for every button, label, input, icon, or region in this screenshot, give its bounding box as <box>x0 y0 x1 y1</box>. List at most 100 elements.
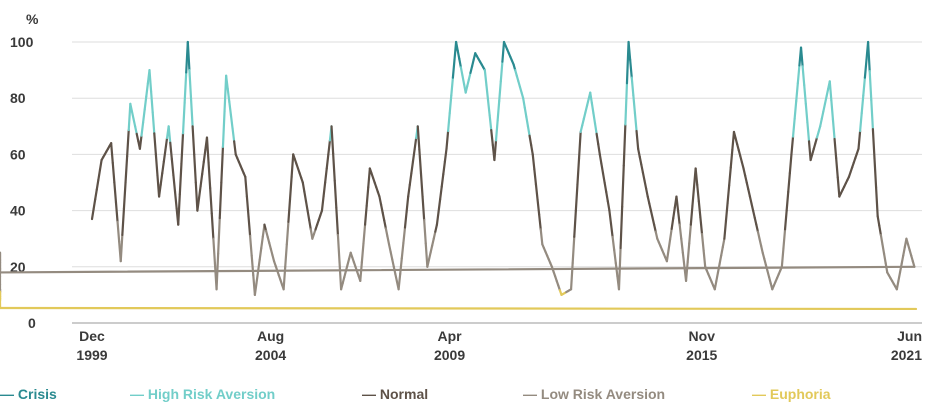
series-segment <box>601 172 606 184</box>
series-segment <box>258 246 263 261</box>
legend-item-low-risk-aversion: — Low Risk Aversion <box>523 386 665 402</box>
series-segment <box>164 136 169 151</box>
series-segment <box>170 157 175 177</box>
series-segment <box>859 112 863 133</box>
series-segment <box>434 223 439 233</box>
series-segment <box>157 183 162 198</box>
series-segment <box>598 153 603 165</box>
series-segment <box>590 101 595 115</box>
series-segment <box>785 190 790 212</box>
series-segment <box>833 137 838 160</box>
series-segment <box>624 82 629 126</box>
series-segment <box>874 186 879 218</box>
series-segment <box>443 147 448 163</box>
series-segment <box>653 223 657 233</box>
series-segment <box>621 164 625 208</box>
series-segment <box>608 209 613 225</box>
y-tick-label: 20 <box>10 259 26 275</box>
series-segment <box>419 172 424 198</box>
series-segment <box>678 223 683 240</box>
series-segment <box>498 80 502 103</box>
series-segment <box>760 244 764 254</box>
series-segment <box>863 58 868 79</box>
series-segment <box>260 235 264 250</box>
series-segment <box>308 218 312 231</box>
series-segment <box>90 208 95 221</box>
series-segment <box>111 161 116 184</box>
series-segment <box>256 258 261 273</box>
series-segment <box>207 161 212 190</box>
series-segment <box>582 111 587 120</box>
series-segment <box>121 207 126 237</box>
series-segment <box>670 216 675 230</box>
series-segment <box>637 147 641 158</box>
series-segment <box>715 271 720 282</box>
series-segment <box>113 181 118 204</box>
y-tick-label: 100 <box>10 34 34 50</box>
series-segment <box>729 148 734 169</box>
y-tick-label: 0 <box>28 315 36 331</box>
series-segment <box>429 244 434 254</box>
legend-item-normal: — Normal <box>362 386 428 402</box>
series-segment <box>394 273 399 283</box>
series-segment <box>828 80 833 102</box>
legend-label: Crisis <box>17 386 57 402</box>
series-segment <box>196 197 201 212</box>
series-segment <box>439 185 443 201</box>
series-segment <box>627 40 632 61</box>
series-segment <box>383 219 387 230</box>
legend-label: Low Risk Aversion <box>540 386 666 402</box>
series-segment <box>167 125 172 144</box>
series-segment <box>584 104 589 114</box>
series-segment <box>597 142 601 156</box>
series-segment <box>399 257 403 275</box>
series-segment <box>403 210 408 229</box>
series-segment <box>142 108 146 124</box>
series-segment <box>456 49 461 60</box>
series-segment <box>860 94 865 115</box>
series-segment <box>402 226 407 245</box>
series-segment <box>699 216 704 236</box>
series-segment <box>359 261 363 282</box>
series-segment <box>488 113 493 132</box>
x-tick-month: Jun <box>897 328 922 344</box>
series-segment <box>576 157 581 186</box>
series-segment <box>445 129 450 150</box>
series-segment <box>866 40 871 73</box>
series-segment <box>724 202 729 223</box>
series-segment <box>585 98 590 107</box>
series-segment <box>338 261 343 291</box>
series-segment <box>424 242 429 268</box>
series-segment <box>169 141 173 161</box>
series-segment <box>285 220 290 246</box>
x-tick-month: Nov <box>689 328 716 344</box>
series-segment <box>365 186 370 208</box>
series-segment <box>397 272 402 291</box>
series-segment <box>233 140 237 156</box>
series-segment <box>332 152 336 182</box>
series-segment <box>681 251 686 268</box>
series-segment <box>605 190 609 203</box>
x-tick-year: 1999 <box>76 347 107 363</box>
series-segment <box>217 216 221 255</box>
legend-swatch: — <box>752 386 770 402</box>
series-segment <box>750 202 755 212</box>
series-segment <box>649 209 654 219</box>
series-segment <box>290 153 295 178</box>
series-segment <box>600 162 605 175</box>
series-segment <box>172 174 177 193</box>
series-segment <box>803 83 807 105</box>
series-segment <box>530 143 534 156</box>
series-segment <box>461 74 466 86</box>
series-segment <box>447 112 451 133</box>
legend-swatch: — <box>523 386 541 402</box>
series-segment <box>408 172 413 186</box>
series-segment <box>643 179 648 190</box>
series-segment <box>303 190 308 203</box>
series-segment <box>755 223 760 233</box>
series-segment <box>691 186 696 208</box>
series-segment <box>226 87 231 104</box>
series-segment <box>696 183 700 203</box>
series-segment <box>183 71 188 104</box>
series-segment <box>405 195 410 214</box>
